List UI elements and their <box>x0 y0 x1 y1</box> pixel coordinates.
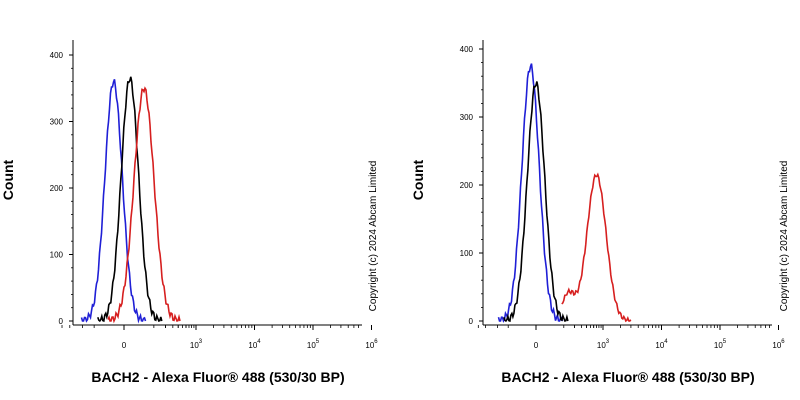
y-tick-label: 400 <box>460 45 474 54</box>
histogram-panel-1: Count BACH2 - Alexa Fluor® 488 (530/30 B… <box>0 40 379 385</box>
copyright-text: Copyright (c) 2024 Abcam Limited <box>779 161 790 312</box>
copyright-text: Copyright (c) 2024 Abcam Limited <box>368 161 379 312</box>
y-tick-label: 100 <box>50 251 64 260</box>
y-tick-label: 200 <box>460 181 474 190</box>
y-tick-label: 100 <box>460 249 474 258</box>
histogram-series-line <box>107 86 181 324</box>
x-tick-label: 103 <box>190 339 203 350</box>
x-tick-label: 104 <box>248 339 261 350</box>
y-tick-label: 0 <box>469 317 474 326</box>
x-tick-label: 106 <box>772 339 785 350</box>
histogram-panel-2: Count BACH2 - Alexa Fluor® 488 (530/30 B… <box>410 40 790 385</box>
x-axis-title: BACH2 - Alexa Fluor® 488 (530/30 BP) <box>91 369 344 385</box>
histogram-series-line <box>80 79 147 324</box>
y-tick-label: 300 <box>50 118 64 127</box>
histogram-series-line <box>497 63 564 323</box>
y-tick-label: 200 <box>50 184 64 193</box>
x-tick-label: 106 <box>365 339 378 350</box>
histogram-series-line <box>97 76 163 323</box>
y-tick-label: 0 <box>59 317 64 326</box>
y-axis-title: Count <box>0 159 16 200</box>
y-tick-label: 300 <box>460 113 474 122</box>
x-tick-label: 105 <box>307 339 320 350</box>
x-tick-label: 0 <box>122 341 127 350</box>
x-axis-title: BACH2 - Alexa Fluor® 488 (530/30 BP) <box>501 369 754 385</box>
y-axis-title: Count <box>410 159 426 200</box>
x-tick-label: 0 <box>534 341 539 350</box>
histogram-series-line <box>503 81 569 323</box>
x-tick-label: 103 <box>597 339 610 350</box>
x-tick-label: 105 <box>714 339 727 350</box>
histogram-series-line <box>561 172 632 323</box>
y-tick-label: 400 <box>50 51 64 60</box>
x-tick-label: 104 <box>655 339 668 350</box>
